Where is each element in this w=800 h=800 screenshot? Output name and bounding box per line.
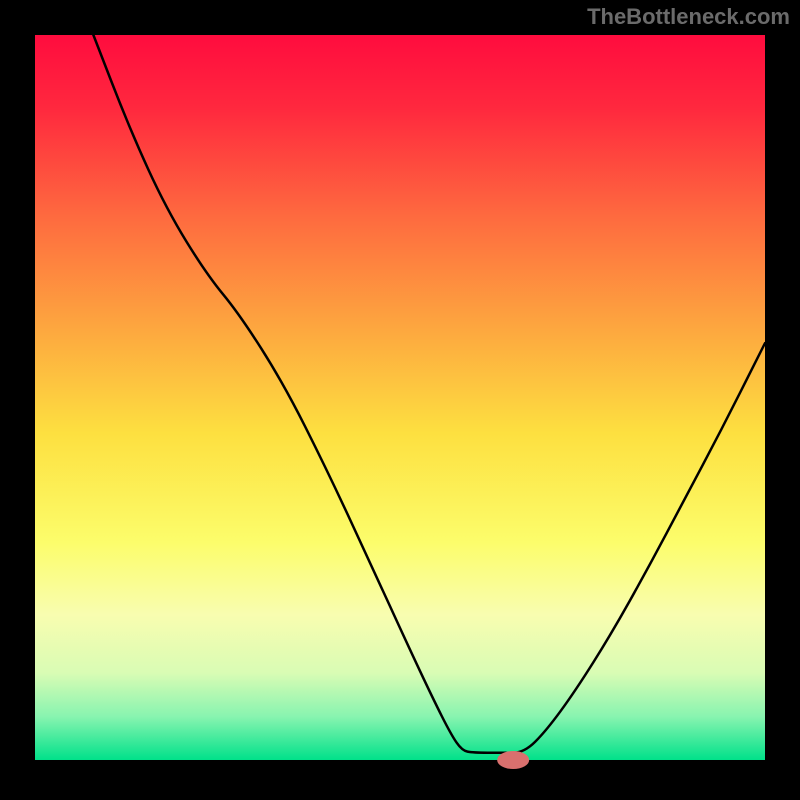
frame-right — [765, 0, 800, 800]
watermark-text: TheBottleneck.com — [587, 4, 790, 30]
chart-container: TheBottleneck.com — [0, 0, 800, 800]
frame-bottom — [0, 760, 800, 800]
gradient-background — [35, 35, 765, 760]
bottleneck-chart — [0, 0, 800, 800]
optimal-marker — [497, 751, 529, 769]
frame-left — [0, 0, 35, 800]
